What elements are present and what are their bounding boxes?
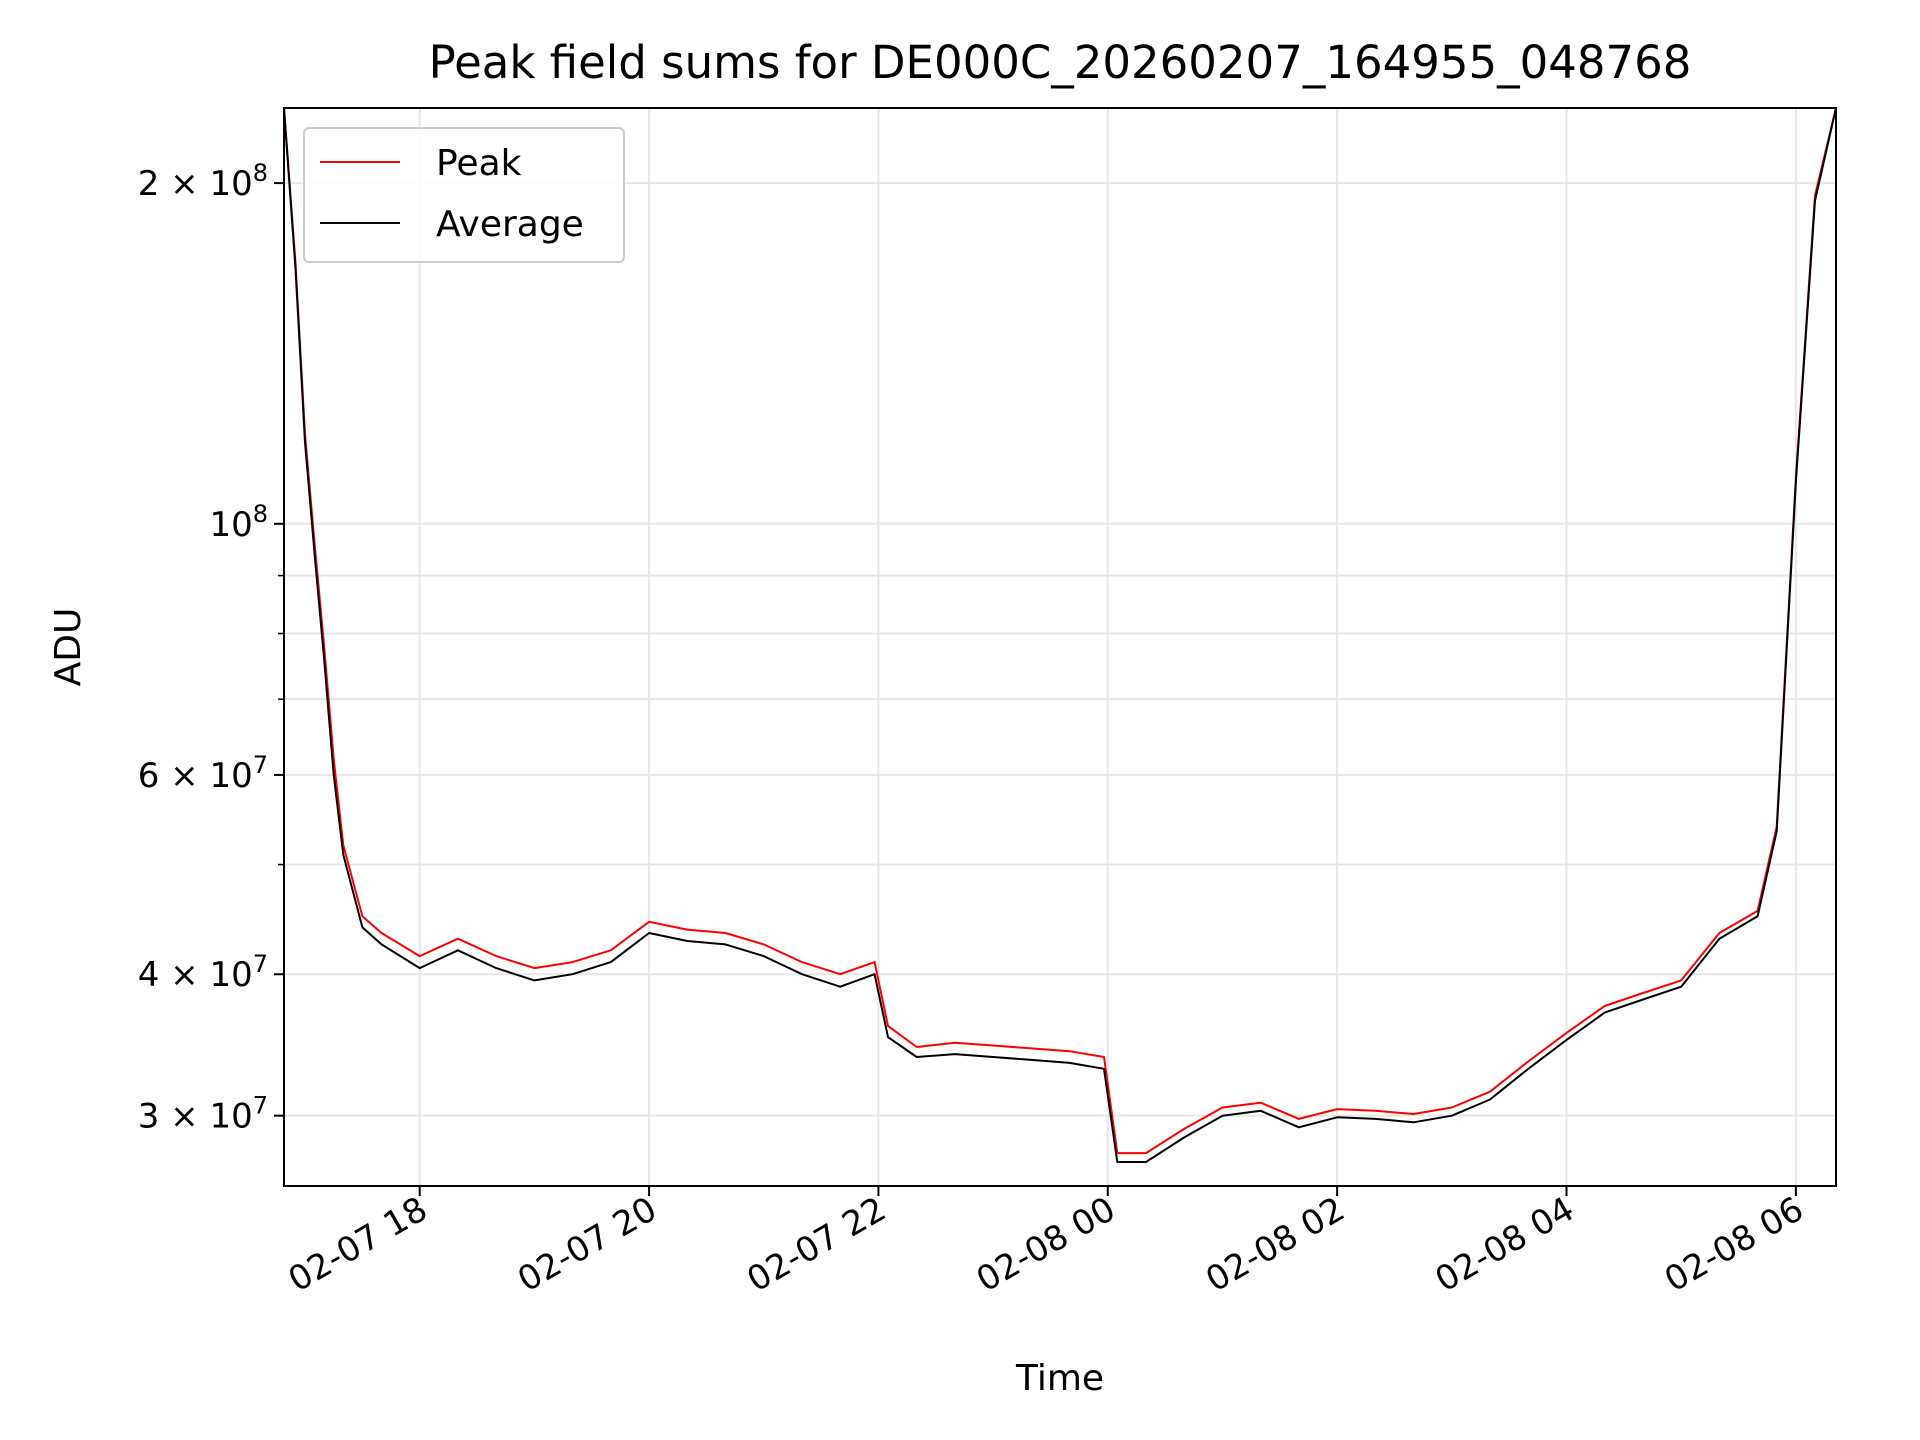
x-axis-label: Time bbox=[1015, 1358, 1104, 1399]
y-tick-label: 6 × 107 bbox=[138, 751, 268, 796]
y-tick-label: 108 bbox=[209, 500, 268, 545]
x-tick-label: 02-07 20 bbox=[511, 1189, 663, 1300]
y-tick-label: 2 × 108 bbox=[138, 159, 268, 204]
legend-label-average: Average bbox=[436, 204, 584, 245]
y-axis: 3 × 107 4 × 107 6 × 107 108 2 × 108 bbox=[138, 159, 284, 1137]
series-group bbox=[284, 108, 1836, 1163]
series-peak-line bbox=[284, 108, 1836, 1155]
legend-label-peak: Peak bbox=[436, 143, 522, 184]
x-tick-label: 02-08 00 bbox=[970, 1189, 1122, 1300]
x-tick-label: 02-08 02 bbox=[1199, 1189, 1351, 1300]
x-tick-label: 02-07 18 bbox=[282, 1189, 434, 1300]
x-tick-label: 02-07 22 bbox=[741, 1189, 893, 1300]
grid-lines bbox=[284, 108, 1836, 1186]
y-axis-label: ADU bbox=[48, 608, 89, 687]
legend: Peak Average bbox=[303, 127, 625, 263]
y-tick-label: 4 × 107 bbox=[138, 950, 268, 995]
x-axis: 02-07 18 02-07 20 02-07 22 02-08 00 02-08 02… bbox=[282, 1186, 1810, 1300]
series-average-line bbox=[284, 108, 1836, 1163]
x-tick-label: 02-08 04 bbox=[1429, 1189, 1581, 1300]
chart-title: Peak field sums for DE000C_20260207_1649… bbox=[429, 36, 1692, 89]
y-tick-label: 3 × 107 bbox=[138, 1092, 268, 1137]
plot-area bbox=[284, 108, 1836, 1163]
x-tick-label: 02-08 06 bbox=[1658, 1189, 1810, 1300]
plot-frame bbox=[283, 107, 1837, 1187]
